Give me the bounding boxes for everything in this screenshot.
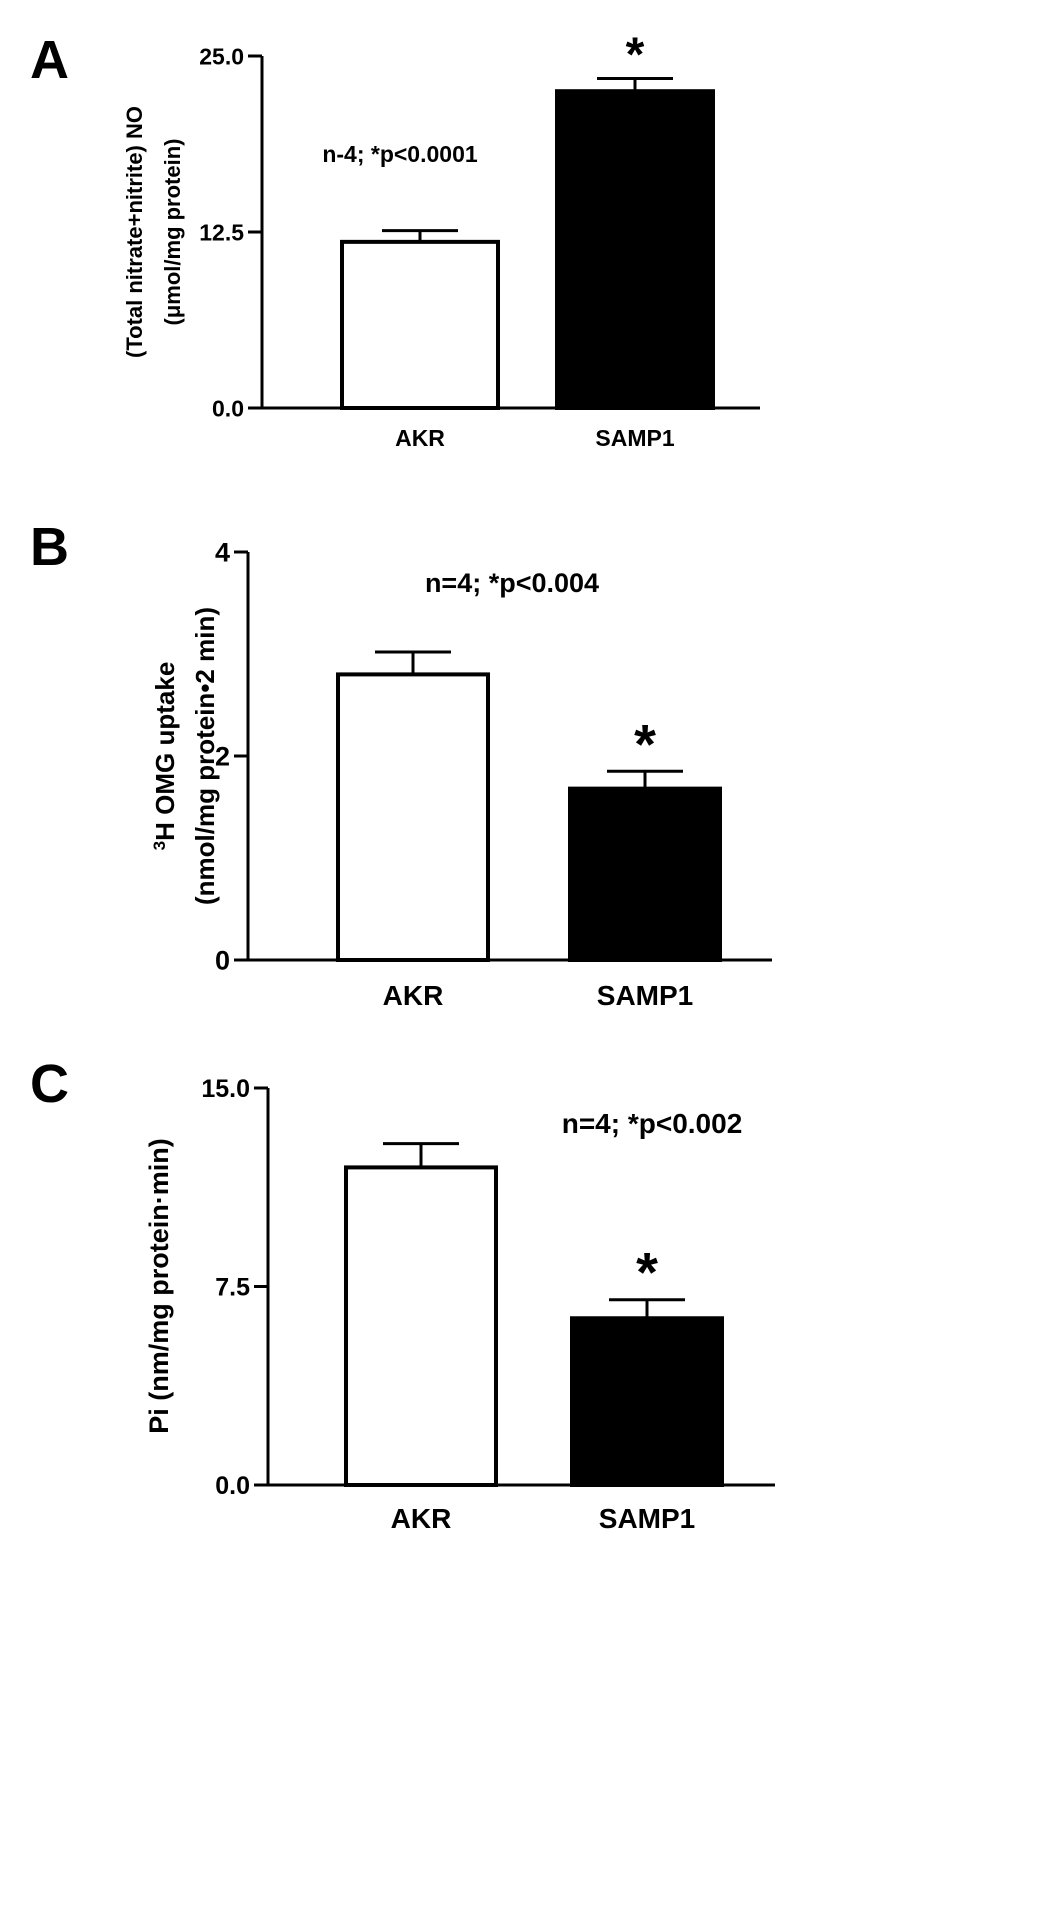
bar-akr <box>344 1165 498 1488</box>
x-tick-label: AKR <box>395 425 445 451</box>
bar-akr <box>340 239 500 410</box>
panel-letter: B <box>30 517 69 577</box>
significance-star: * <box>626 29 645 82</box>
y-axis-label: Pi (nm/mg protein·min) <box>144 1138 174 1433</box>
panel-letter: A <box>30 30 69 90</box>
y-tick-label: 0.0 <box>215 1472 250 1500</box>
chart-panel-a: A 0.0 12.5 25.0 (Total nitrate+nitrite) NO (μ… <box>30 29 760 451</box>
x-tick-label: AKR <box>391 1503 452 1534</box>
x-tick-label: SAMP1 <box>595 425 674 451</box>
stat-annotation: n=4; *p<0.002 <box>562 1108 743 1139</box>
x-tick-label: AKR <box>383 980 444 1011</box>
bar-samp1 <box>555 89 715 410</box>
y-tick-label: 15.0 <box>201 1075 250 1103</box>
bar-samp1 <box>568 786 722 963</box>
chart-panel-c: C 0.0 7.5 15.0 Pi (nm/mg protein·min) AKR * SAM… <box>30 1054 775 1534</box>
y-tick-label: 25.0 <box>199 43 244 69</box>
bar-samp1 <box>570 1316 724 1488</box>
y-axis-label: (Total nitrate+nitrite) NO <box>122 106 147 358</box>
y-axis-label: 3H OMG uptake <box>150 662 180 851</box>
y-axis-label: (μmol/mg protein) <box>160 139 185 326</box>
y-tick-label: 2 <box>215 742 230 772</box>
significance-star: * <box>634 712 656 775</box>
panel-letter: C <box>30 1054 69 1114</box>
x-tick-label: SAMP1 <box>597 980 693 1011</box>
y-tick-label: 0.0 <box>212 395 244 421</box>
y-tick-label: 0 <box>215 946 230 976</box>
y-tick-label: 4 <box>215 538 230 568</box>
y-axis-label: (nmol/mg protein•2 min) <box>190 607 220 905</box>
x-tick-label: SAMP1 <box>599 1503 695 1534</box>
bar-akr <box>336 672 490 963</box>
stat-annotation: n-4; *p<0.0001 <box>322 141 478 167</box>
stat-annotation: n=4; *p<0.004 <box>425 568 599 598</box>
significance-star: * <box>636 1241 658 1304</box>
y-tick-label: 12.5 <box>199 219 244 245</box>
y-tick-label: 7.5 <box>215 1274 250 1302</box>
chart-panel-b: B 0 2 4 3H OMG uptake (nmol/mg protein•2 min)… <box>30 517 772 1011</box>
